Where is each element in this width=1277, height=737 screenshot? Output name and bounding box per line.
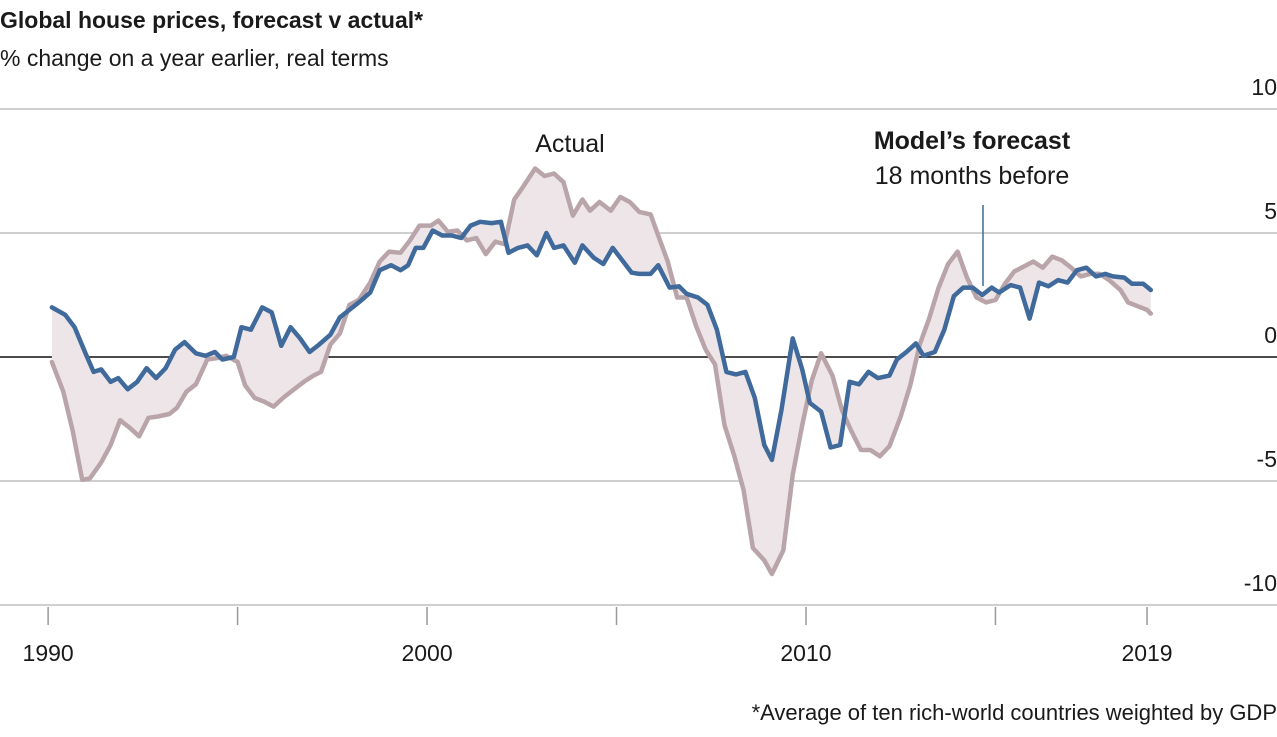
gap-fill xyxy=(51,168,1151,574)
chart-title: Global house prices, forecast v actual* xyxy=(0,7,423,33)
chart-subtitle: % change on a year earlier, real terms xyxy=(0,45,389,71)
annotation: 18 months before xyxy=(875,162,1070,190)
y-tick-label: -10 xyxy=(1244,570,1277,596)
y-tick-label: 5 xyxy=(1264,198,1277,224)
plot xyxy=(49,166,1154,577)
y-tick-label: 0 xyxy=(1264,322,1277,348)
series-line xyxy=(49,219,1154,463)
x-tick-label: 2019 xyxy=(1121,640,1172,666)
series-line xyxy=(49,166,1154,577)
x-tick-label: 2000 xyxy=(401,640,452,666)
series-label: Model’s forecast xyxy=(874,127,1071,155)
x-tick-label: 1990 xyxy=(23,640,74,666)
y-tick-label: 10 xyxy=(1251,74,1277,100)
footnote: *Average of ten rich-world countries wei… xyxy=(752,700,1277,725)
series-label: Actual xyxy=(535,130,604,158)
x-tick-label: 2010 xyxy=(780,640,831,666)
y-tick-label: -5 xyxy=(1257,446,1277,472)
